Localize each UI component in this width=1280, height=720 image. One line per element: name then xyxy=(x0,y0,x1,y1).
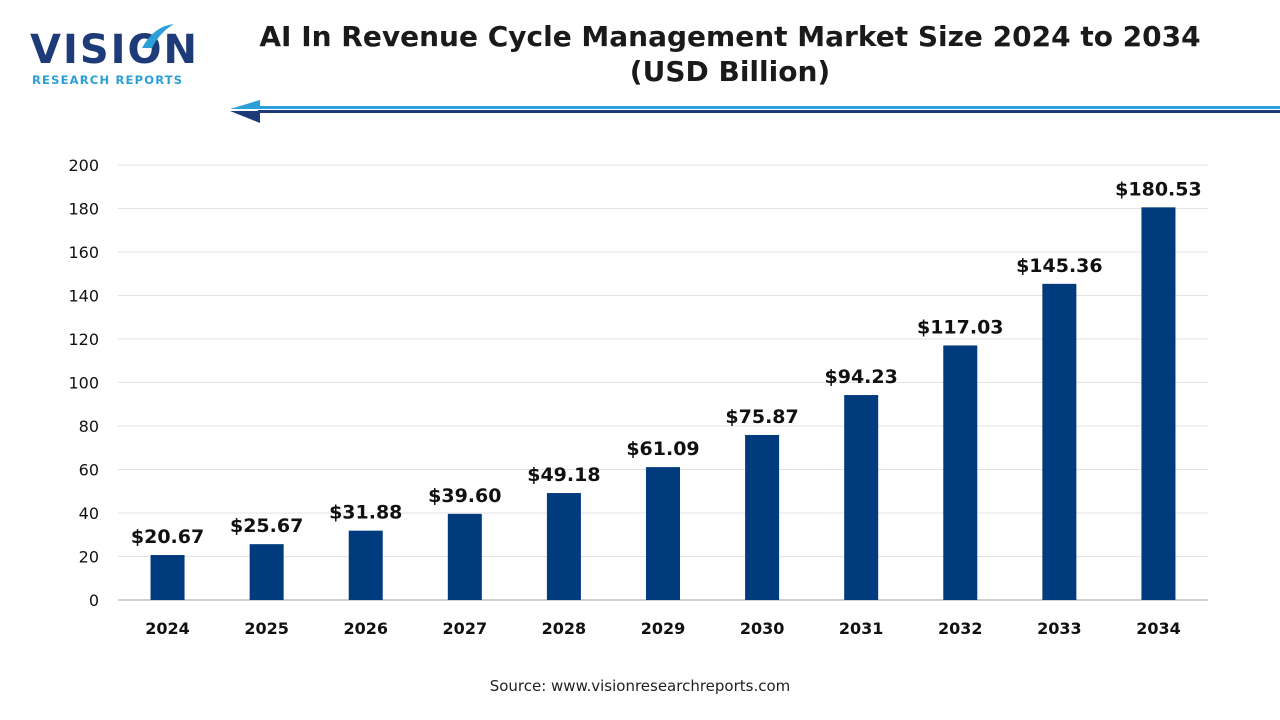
x-tick-label: 2025 xyxy=(244,619,289,638)
chart-title: AI In Revenue Cycle Management Market Si… xyxy=(230,19,1230,89)
y-tick-label: 120 xyxy=(68,330,99,349)
data-label: $31.88 xyxy=(329,502,402,524)
y-tick-label: 0 xyxy=(89,591,99,610)
y-tick-label: 40 xyxy=(79,504,99,523)
x-tick-label: 2028 xyxy=(542,619,587,638)
bar-2024 xyxy=(150,555,185,600)
x-tick-label: 2026 xyxy=(343,619,388,638)
bar-2025 xyxy=(249,544,284,600)
x-tick-label: 2024 xyxy=(145,619,190,638)
y-tick-label: 100 xyxy=(68,374,99,393)
bar-2031 xyxy=(844,395,879,600)
data-label: $94.23 xyxy=(825,366,898,388)
bar-chart: 0 20 40 60 80 100 120 140 160 180 200 $20.67 2024 $25… xyxy=(68,156,1208,638)
arrow-head-bottom xyxy=(230,111,260,123)
data-label: $61.09 xyxy=(626,438,699,460)
data-label: $75.87 xyxy=(725,406,798,428)
logo-swoosh-icon xyxy=(142,24,174,48)
x-tick-label: 2029 xyxy=(641,619,686,638)
brand-logo: VISION RESEARCH REPORTS xyxy=(30,24,197,92)
arrow-head-top xyxy=(230,100,260,109)
source-note: Source: www.visionresearchreports.com xyxy=(489,677,791,695)
data-label: $25.67 xyxy=(230,515,303,537)
bar-2027 xyxy=(447,513,482,600)
y-tick-label: 80 xyxy=(79,417,99,436)
x-tick-label: 2034 xyxy=(1136,619,1181,638)
divider-line-bottom xyxy=(258,110,1280,113)
data-label: $39.60 xyxy=(428,485,501,507)
brand-tagline: RESEARCH REPORTS xyxy=(32,73,184,87)
x-tick-label: 2031 xyxy=(839,619,884,638)
data-label: $180.53 xyxy=(1115,178,1202,200)
bar-2032 xyxy=(943,345,978,600)
bar-2026 xyxy=(348,530,383,600)
bar-2028 xyxy=(546,493,581,600)
x-tick-label: 2032 xyxy=(938,619,983,638)
x-tick-label: 2033 xyxy=(1037,619,1082,638)
x-tick-label: 2030 xyxy=(740,619,785,638)
bar-2033 xyxy=(1042,283,1077,600)
bar-2029 xyxy=(646,467,680,600)
brand-name: VISION xyxy=(30,27,200,73)
x-tick-label: 2027 xyxy=(443,619,488,638)
y-tick-label: 160 xyxy=(68,243,99,262)
divider-line-top xyxy=(258,106,1280,109)
y-tick-label: 20 xyxy=(79,548,99,567)
header-divider-arrow xyxy=(230,100,1280,123)
data-label: $145.36 xyxy=(1016,255,1103,277)
chart-title-line2: (USD Billion) xyxy=(629,55,831,88)
y-tick-label: 60 xyxy=(79,461,99,480)
bar-2030 xyxy=(745,434,780,600)
data-label: $49.18 xyxy=(527,464,600,486)
chart-title-line1: AI In Revenue Cycle Management Market Si… xyxy=(259,20,1201,53)
y-tick-label: 180 xyxy=(68,200,99,219)
bar-2034 xyxy=(1141,207,1176,600)
y-tick-label: 140 xyxy=(68,287,99,306)
y-tick-label: 200 xyxy=(68,156,99,175)
data-label: $117.03 xyxy=(917,316,1004,338)
data-label: $20.67 xyxy=(131,526,204,548)
